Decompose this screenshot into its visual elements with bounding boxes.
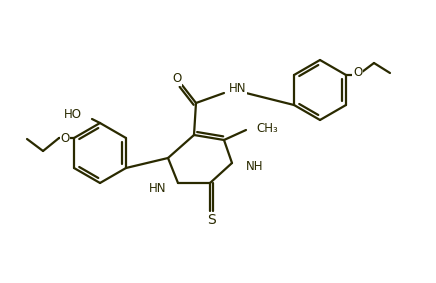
Text: O: O [353, 67, 362, 80]
Text: NH: NH [246, 160, 263, 173]
Text: CH₃: CH₃ [256, 121, 278, 134]
Text: HN: HN [229, 82, 246, 95]
Text: HN: HN [149, 183, 166, 196]
Text: O: O [61, 132, 70, 145]
Text: O: O [172, 72, 182, 85]
Text: S: S [207, 213, 215, 227]
Text: HO: HO [64, 108, 82, 121]
